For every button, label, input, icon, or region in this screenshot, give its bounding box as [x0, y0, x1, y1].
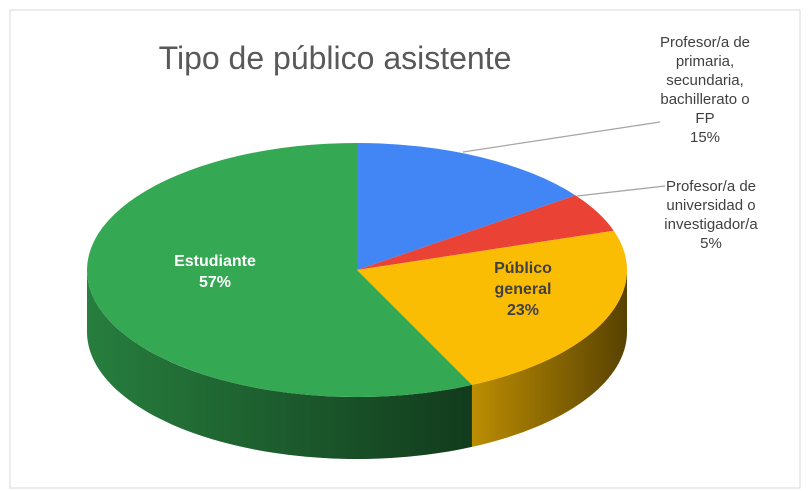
- category-label: Profesor/a de universidad o investigador…: [664, 178, 758, 233]
- category-label: Profesor/a de primaria, secundaria, bach…: [659, 34, 751, 127]
- leader-line: [576, 185, 666, 197]
- chart-title: Tipo de público asistente: [158, 40, 512, 76]
- data-label: Estudiante 57%: [155, 251, 275, 293]
- category-label: Estudiante: [174, 253, 256, 270]
- leader-line: [462, 121, 661, 153]
- data-label: Profesor/a de universidad o investigador…: [654, 177, 768, 253]
- slice: [357, 143, 576, 270]
- slice-side: [87, 270, 472, 459]
- value-label: 15%: [689, 129, 721, 146]
- slice: [357, 195, 614, 270]
- value-label: 57%: [198, 274, 232, 291]
- chart-border: [9, 9, 801, 489]
- slice: [87, 143, 472, 397]
- value-label: 5%: [700, 235, 722, 252]
- data-label: Público general 23%: [478, 258, 568, 321]
- data-label: Profesor/a de primaria, secundaria, bach…: [650, 33, 760, 147]
- slice-side: [471, 270, 627, 447]
- value-label: 23%: [506, 302, 540, 319]
- category-label: Público general: [494, 260, 552, 298]
- slice: [357, 230, 627, 385]
